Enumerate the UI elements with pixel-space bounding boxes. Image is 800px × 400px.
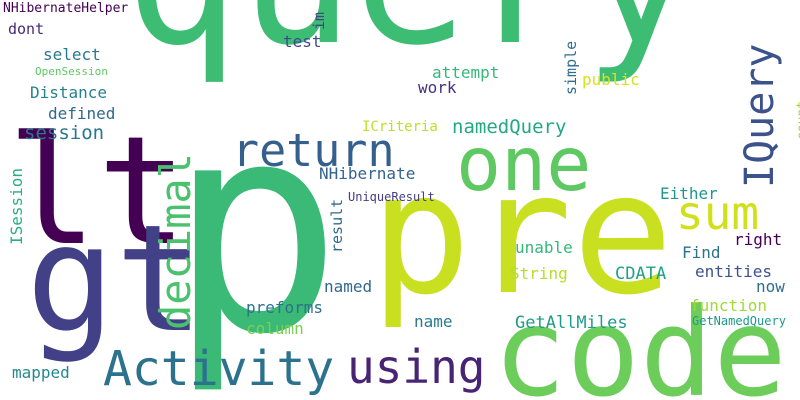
- word-attempt: attempt: [432, 63, 500, 82]
- word-IQuery: IQuery: [737, 43, 783, 189]
- word-simple: simple: [562, 40, 580, 95]
- word-dont: dont: [8, 20, 45, 38]
- word-GetAllMiles: GetAllMiles: [515, 313, 628, 333]
- word-column: column: [246, 319, 304, 338]
- word-NHibernateHelper: NHibernateHelper: [3, 1, 129, 16]
- word-unable: unable: [515, 238, 573, 257]
- word-lt: lt: [7, 105, 188, 279]
- word-mapped: mapped: [12, 363, 70, 382]
- word-GetNamedQuery: GetNamedQuery: [692, 314, 786, 328]
- word-UniqueResult: UniqueResult: [348, 190, 435, 204]
- word-select: select: [43, 45, 101, 64]
- word-im: im: [310, 11, 328, 30]
- word-right: right: [734, 230, 783, 249]
- word-one: one: [456, 120, 592, 208]
- word-return: return: [232, 124, 395, 177]
- word-query: query: [125, 0, 697, 72]
- word-ICriteria: ICriteria: [362, 119, 438, 135]
- word-gt: gt: [26, 193, 205, 365]
- word-namedQuery: namedQuery: [452, 116, 567, 138]
- word-now: now: [756, 277, 785, 296]
- word-Find: Find: [682, 243, 721, 262]
- word-defined: defined: [48, 104, 116, 123]
- word-preforms: preforms: [246, 298, 324, 317]
- word-named: named: [324, 277, 373, 296]
- word-String: String: [510, 264, 568, 283]
- word-code: code: [493, 282, 787, 400]
- word-work: work: [418, 78, 457, 97]
- word-result: result: [328, 198, 346, 253]
- word-CDATA: CDATA: [615, 264, 667, 284]
- word-using: using: [347, 340, 486, 394]
- word-NHibernate: NHibernate: [319, 164, 416, 183]
- word-Distance: Distance: [30, 83, 108, 102]
- word-Either: Either: [660, 184, 718, 203]
- word-entities: entities: [695, 262, 773, 281]
- word-function: function: [690, 296, 768, 315]
- word-session: session: [24, 122, 105, 144]
- word-pre: pre: [370, 136, 674, 332]
- word-count: count: [795, 100, 800, 140]
- word-public: public: [582, 70, 640, 89]
- word-ISession: ISession: [7, 167, 26, 245]
- word-OpenSession: OpenSession: [35, 65, 108, 78]
- word-decimal: decimal: [151, 152, 200, 330]
- word-test: test: [283, 32, 322, 51]
- word-Activity: Activity: [103, 341, 335, 397]
- word-p: p: [168, 61, 343, 398]
- word-name: name: [414, 312, 453, 331]
- word-sum: sum: [676, 186, 760, 240]
